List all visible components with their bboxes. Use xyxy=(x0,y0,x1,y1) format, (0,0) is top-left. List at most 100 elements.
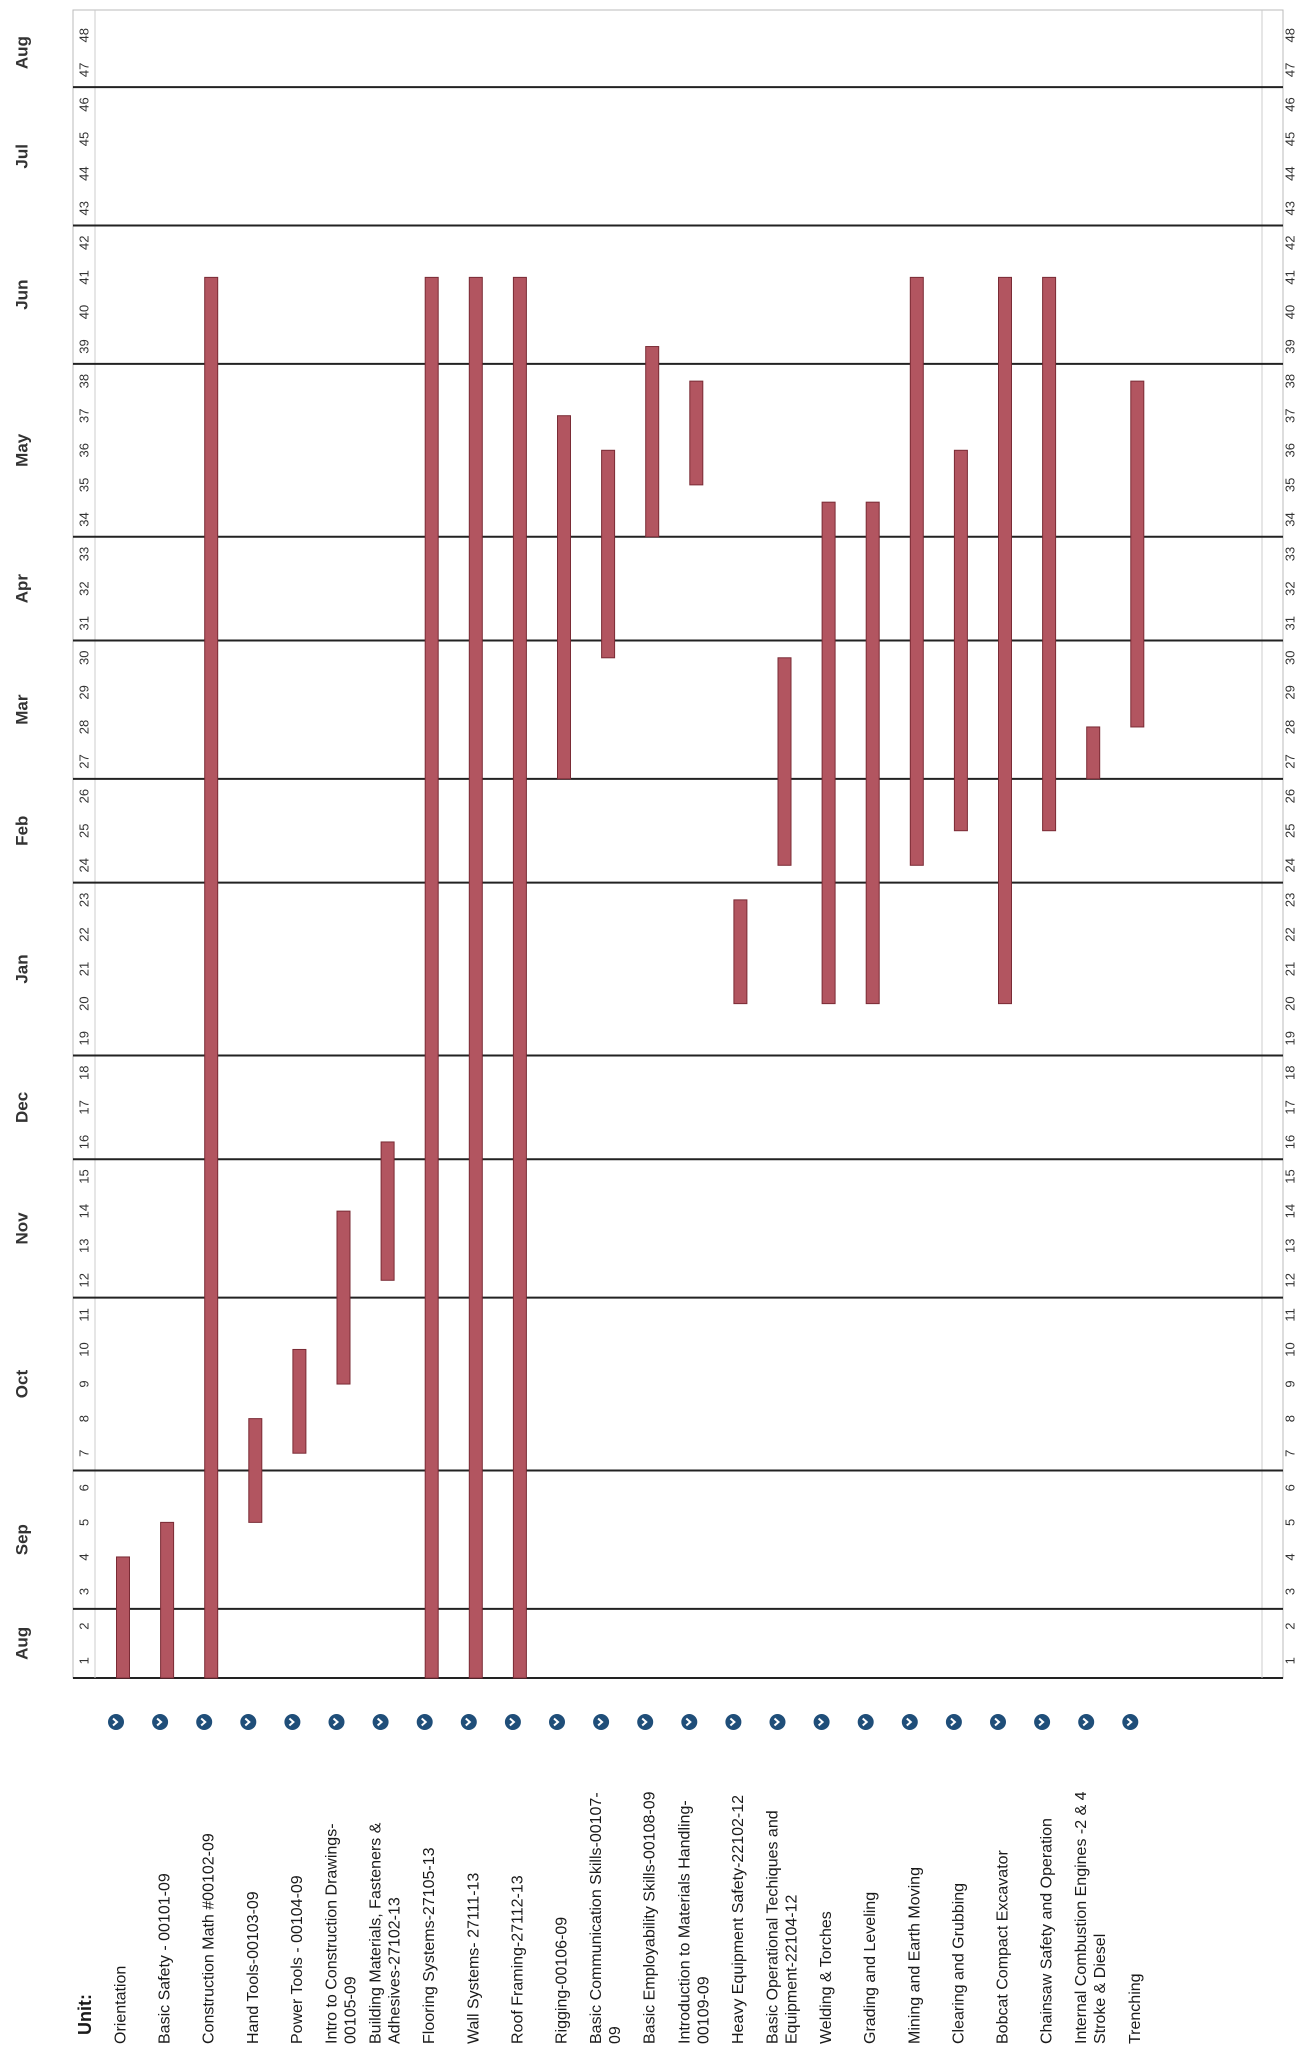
chevron-right-icon xyxy=(729,1717,736,1727)
unit-label: Heavy Equipment Safety-22102-12 xyxy=(730,1795,747,2044)
gantt-bar xyxy=(645,346,660,538)
chevron-right-icon xyxy=(332,1717,340,1727)
gantt-bar xyxy=(292,1348,307,1454)
week-tick-label-right: 13 xyxy=(1283,1238,1298,1252)
week-tick-label-right: 43 xyxy=(1283,201,1298,215)
week-tick-label-left: 2 xyxy=(77,1623,92,1630)
chevron-right-icon xyxy=(906,1717,913,1727)
week-tick-label-right: 32 xyxy=(1283,581,1298,595)
month-labels: Aug Sep Oct Nov Dec Jan Feb Mar Apr May Jun Jul Aug xyxy=(13,36,32,1660)
week-tick-label-right: 40 xyxy=(1283,305,1298,319)
chevron-right-icon xyxy=(244,1717,251,1727)
unit-label: Building Materials, Fasteners & xyxy=(368,1822,385,2044)
month-label: Aug xyxy=(13,1627,32,1660)
week-tick-label-left: 33 xyxy=(77,547,92,561)
gantt-bar xyxy=(777,657,792,866)
unit-label: Introduction to Materials Handling- xyxy=(676,1800,693,2044)
week-tick-label-right: 38 xyxy=(1283,374,1298,388)
week-tick-label-left: 46 xyxy=(77,97,92,111)
week-tick-label-left: 36 xyxy=(77,443,92,457)
unit-label: Flooring Systems-27105-13 xyxy=(421,1847,438,2044)
month-label: Jun xyxy=(13,280,32,310)
unit-label: Wall Systems- 27111-13 xyxy=(465,1873,482,2044)
week-tick-label-right: 8 xyxy=(1283,1415,1298,1422)
week-tick-label-right: 17 xyxy=(1283,1100,1298,1114)
month-label: Feb xyxy=(13,816,32,846)
week-tick-label-left: 31 xyxy=(77,616,92,630)
chart-frame xyxy=(72,9,1284,1679)
month-label: Jul xyxy=(13,144,32,169)
chevron-right-icon xyxy=(288,1717,295,1727)
week-tick-label-right: 1 xyxy=(1283,1657,1298,1664)
gantt-bar xyxy=(557,415,571,780)
chevron-right-icon xyxy=(1126,1717,1133,1727)
chevron-right-icon xyxy=(597,1717,604,1727)
chevron-right-icon xyxy=(1082,1717,1089,1727)
unit-label: Adhesives-27102-13 xyxy=(387,1897,404,2044)
week-tick-label-right: 9 xyxy=(1283,1380,1298,1387)
gantt-bar xyxy=(1042,276,1057,832)
week-tick-label-left: 26 xyxy=(77,789,92,803)
gantt-bar xyxy=(733,899,748,1005)
week-tick-label-left: 40 xyxy=(77,305,92,319)
unit-label: Clearing and Grubbing xyxy=(950,1883,967,2044)
gantt-bar xyxy=(601,449,616,659)
unit-label: Power Tools - 00104-09 xyxy=(289,1875,306,2044)
week-tick-label-left: 24 xyxy=(77,858,92,872)
unit-label: Internal Combustion Engines -2 & 4 xyxy=(1073,1791,1090,2044)
week-tick-label-left: 8 xyxy=(77,1415,92,1422)
chevron-right-icon xyxy=(641,1717,648,1727)
unit-label: Rigging-00106-09 xyxy=(554,1917,571,2044)
week-tick-label-right: 28 xyxy=(1283,720,1298,734)
week-tick-label-left: 7 xyxy=(77,1450,92,1457)
week-tick-label-left: 21 xyxy=(77,962,92,976)
month-label: Jan xyxy=(13,954,32,983)
gantt-bar xyxy=(380,1141,395,1281)
week-tick-label-right: 15 xyxy=(1283,1169,1298,1183)
week-tick-label-right: 3 xyxy=(1283,1588,1298,1595)
week-tick-label-left: 15 xyxy=(77,1169,92,1183)
week-tick-label-right: 14 xyxy=(1283,1204,1298,1218)
gantt-bar xyxy=(909,276,924,866)
week-tick-label-left: 41 xyxy=(77,270,92,284)
week-tick-label-left: 20 xyxy=(77,996,92,1010)
month-label: Mar xyxy=(13,694,32,725)
gantt-bar xyxy=(116,1556,130,1679)
week-tick-label-left: 6 xyxy=(77,1484,92,1491)
week-tick-label-left: 9 xyxy=(77,1380,92,1387)
unit-label: Basic Employability Skills-00108-09 xyxy=(642,1791,659,2044)
week-tick-label-right: 48 xyxy=(1283,28,1298,42)
week-tick-label-right: 30 xyxy=(1283,651,1298,665)
week-tick-label-left: 47 xyxy=(77,63,92,77)
week-tick-label-left: 32 xyxy=(77,581,92,595)
unit-label: Welding & Torches xyxy=(818,1911,835,2044)
unit-label: Roof Framing-27112-13 xyxy=(509,1875,526,2044)
week-tick-label-right: 7 xyxy=(1283,1450,1298,1457)
week-tick-label-right: 22 xyxy=(1283,927,1298,941)
gantt-bar xyxy=(336,1210,351,1385)
chevron-right-icon xyxy=(862,1717,869,1727)
unit-label: 09 xyxy=(607,2026,624,2044)
week-tick-label-right: 16 xyxy=(1283,1135,1298,1149)
unit-label: Bobcat Compact Excavator xyxy=(995,1849,1012,2044)
week-tick-label-left: 25 xyxy=(77,823,92,837)
unit-label: 00105-09 xyxy=(343,1976,360,2044)
month-label: Sep xyxy=(13,1524,32,1555)
week-tick-label-right: 25 xyxy=(1283,823,1298,837)
month-label: Dec xyxy=(13,1092,32,1123)
week-tick-label-left: 43 xyxy=(77,201,92,215)
chevron-right-icon xyxy=(1038,1717,1045,1727)
week-tick-label-right: 19 xyxy=(1283,1031,1298,1045)
gantt-bar xyxy=(953,449,968,832)
gantt-bar xyxy=(821,501,836,1005)
week-tick-label-left: 30 xyxy=(77,651,92,665)
week-tick-label-right: 11 xyxy=(1283,1308,1298,1322)
week-tick-label-left: 19 xyxy=(77,1031,92,1045)
week-tick-label-right: 35 xyxy=(1283,478,1298,492)
week-tick-label-right: 10 xyxy=(1283,1342,1298,1356)
chevron-right-icon xyxy=(685,1717,692,1727)
chevron-right-icon xyxy=(376,1717,384,1727)
week-tick-label-left: 35 xyxy=(77,478,92,492)
unit-column-header: Unit: xyxy=(75,1994,95,2035)
